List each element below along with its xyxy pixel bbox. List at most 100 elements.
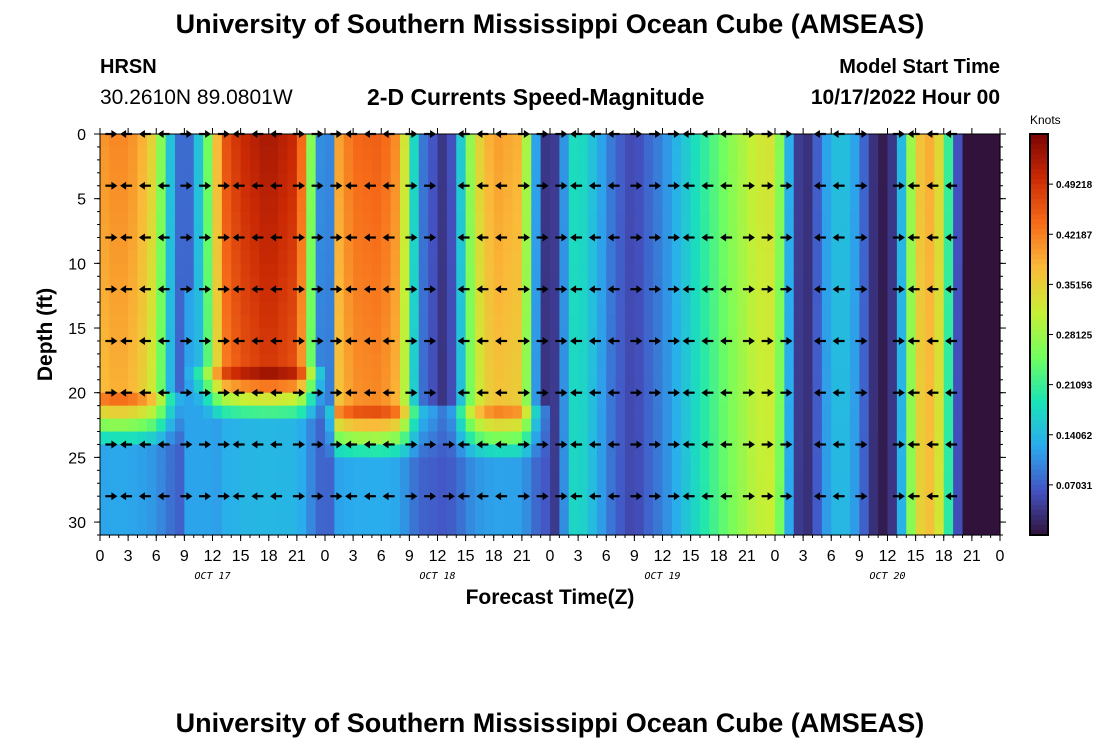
heatmap-cell xyxy=(137,211,148,226)
heatmap-cell xyxy=(156,509,167,523)
heatmap-cell xyxy=(634,509,645,523)
heatmap-cell xyxy=(840,250,851,264)
heatmap-cell xyxy=(653,198,664,213)
heatmap-cell xyxy=(184,470,195,484)
heatmap-cell xyxy=(821,353,832,368)
heatmap-cell xyxy=(775,366,785,381)
heatmap-cell xyxy=(221,224,232,239)
heatmap-cell xyxy=(343,302,354,316)
heatmap-cell xyxy=(587,224,598,239)
heatmap-cell xyxy=(287,522,298,536)
heatmap-cell xyxy=(118,159,129,174)
heatmap-cell xyxy=(812,224,823,239)
heatmap-cell xyxy=(981,159,992,174)
heatmap-cell xyxy=(400,353,410,368)
heatmap-cell xyxy=(793,211,804,226)
heatmap-cell xyxy=(943,302,954,316)
heatmap-cell xyxy=(437,379,448,394)
heatmap-cell xyxy=(465,134,476,148)
colorbar-segment xyxy=(1030,134,1048,140)
heatmap-cell xyxy=(850,496,860,510)
heatmap-cell xyxy=(662,146,673,161)
heatmap-cell xyxy=(475,237,485,252)
heatmap-cell xyxy=(100,444,110,458)
current-vector-arrowhead xyxy=(636,181,643,190)
heatmap-cell xyxy=(990,276,1001,290)
heatmap-cell xyxy=(671,509,682,523)
heatmap-cell xyxy=(315,224,326,239)
heatmap-cell xyxy=(737,237,748,252)
x-tick-label: 3 xyxy=(574,548,583,565)
heatmap-cell xyxy=(868,159,879,174)
heatmap-cell xyxy=(587,418,598,433)
heatmap-cell xyxy=(362,276,373,290)
heatmap-cell xyxy=(943,470,954,484)
colorbar-segment xyxy=(1030,269,1048,275)
heatmap-cell xyxy=(428,392,439,407)
heatmap-cell xyxy=(418,315,429,329)
heatmap-cell xyxy=(325,496,335,510)
heatmap-cell xyxy=(568,134,579,148)
heatmap-cell xyxy=(550,172,560,187)
heatmap-cell xyxy=(381,289,392,303)
heatmap-cell xyxy=(165,418,176,433)
current-vector-arrowhead xyxy=(786,440,793,449)
heatmap-cell xyxy=(625,263,635,277)
heatmap-cell xyxy=(137,302,148,316)
current-vector-arrowhead xyxy=(561,440,568,449)
heatmap-cell xyxy=(212,185,223,200)
heatmap-cell xyxy=(878,353,889,368)
heatmap-cell xyxy=(503,224,514,239)
heatmap-cell xyxy=(240,198,251,213)
heatmap-cell xyxy=(765,315,776,329)
heatmap-cell xyxy=(756,263,767,277)
heatmap-cell xyxy=(803,328,814,342)
current-vector-arrowhead xyxy=(205,440,212,449)
heatmap-cell xyxy=(259,418,270,433)
heatmap-cell xyxy=(231,198,242,213)
current-vector-arrowhead xyxy=(457,492,464,501)
colorbar-segment xyxy=(1030,429,1048,436)
heatmap-cell xyxy=(840,315,851,329)
heatmap-cell xyxy=(165,237,176,252)
heatmap-cell xyxy=(718,146,729,161)
heatmap-cell xyxy=(446,418,457,433)
heatmap-cell xyxy=(306,483,317,497)
heatmap-cell xyxy=(906,522,917,536)
heatmap-cell xyxy=(925,431,935,446)
heatmap-cell xyxy=(531,483,542,497)
heatmap-cell xyxy=(690,353,701,368)
heatmap-cell xyxy=(503,431,514,446)
heatmap-cell xyxy=(784,224,795,239)
heatmap-cell xyxy=(221,237,232,252)
heatmap-cell xyxy=(587,172,598,187)
heatmap-cell xyxy=(175,431,185,446)
heatmap-cell xyxy=(240,522,251,536)
heatmap-cell xyxy=(418,211,429,226)
heatmap-cell xyxy=(906,146,917,161)
heatmap-cell xyxy=(943,522,954,536)
heatmap-cell xyxy=(925,172,935,187)
heatmap-cell xyxy=(906,263,917,277)
heatmap-cell xyxy=(325,198,335,213)
heatmap-cell xyxy=(746,263,757,277)
heatmap-cell xyxy=(465,379,476,394)
heatmap-cell xyxy=(718,276,729,290)
heatmap-cell xyxy=(568,172,579,187)
heatmap-cell xyxy=(681,328,692,342)
heatmap-cell xyxy=(625,134,635,148)
heatmap-cell xyxy=(615,483,626,497)
heatmap-cell xyxy=(925,328,935,342)
heatmap-cell xyxy=(625,418,635,433)
heatmap-cell xyxy=(981,185,992,200)
current-vector-arrowhead xyxy=(561,233,568,242)
current-vector-arrowhead xyxy=(907,337,914,345)
heatmap-cell xyxy=(203,431,214,446)
heatmap-cell xyxy=(428,198,439,213)
heatmap-cell xyxy=(531,185,542,200)
heatmap-cell xyxy=(925,211,935,226)
heatmap-cell xyxy=(268,211,279,226)
heatmap-cell xyxy=(728,379,739,394)
heatmap-cell xyxy=(700,172,710,187)
heatmap-cell xyxy=(259,302,270,316)
